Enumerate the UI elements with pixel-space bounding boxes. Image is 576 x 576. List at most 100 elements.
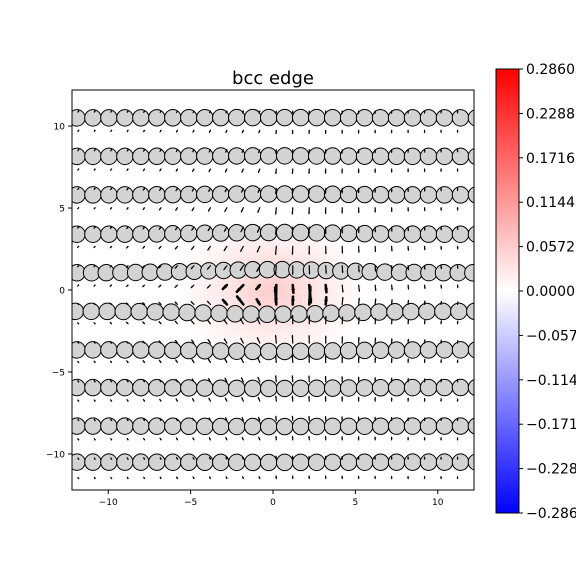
displacement-arrowhead [93,322,96,325]
atom [100,453,118,471]
displacement-arrowhead [390,437,393,440]
displacement-arrowhead [390,111,393,114]
atom [323,379,342,397]
displacement-arrowhead [275,475,278,478]
displacement-arrowhead [440,457,443,459]
displacement-arrowhead [440,189,443,191]
displacement-arrowhead [77,380,80,383]
displacement-arrowhead [324,416,327,419]
atom [178,303,196,322]
displacement-arrowhead [94,458,97,461]
displacement-arrowhead [324,436,327,439]
atom [72,225,86,243]
atom [403,417,422,435]
displacement-arrowhead [142,321,145,324]
displacement-arrowhead [456,360,459,362]
displacement-arrowhead [407,267,410,270]
displacement-arrowhead [374,299,377,301]
displacement-arrowhead [291,335,294,338]
displacement-arrowhead [374,377,377,380]
displacement-arrowhead [423,437,426,440]
displacement-arrowhead [143,360,145,363]
displacement-arrowhead [374,269,377,272]
atom [180,147,198,165]
displacement-arrowhead [225,110,228,113]
atom [164,453,182,471]
atom [244,108,262,127]
displacement-arrowhead [257,377,260,380]
displacement-arrowhead [440,320,443,323]
atom [291,185,310,203]
displacement-arrowhead [357,317,360,320]
displacement-arrowhead [191,301,194,304]
displacement-arrowhead [423,339,426,342]
displacement-arrowhead [341,416,344,419]
displacement-arrowhead [374,288,377,291]
displacement-arrowhead [423,189,426,192]
displacement-arrowhead [209,110,212,113]
displacement-arrowhead [242,110,245,113]
displacement-arrowhead [159,399,162,402]
atom [355,341,374,360]
displacement-arrowhead [241,209,243,212]
atom [346,262,365,281]
displacement-arrowhead [207,267,210,270]
displacement-arrowhead [390,397,393,400]
displacement-arrowhead [358,289,361,292]
displacement-arrowhead [142,246,145,249]
atom [275,342,294,361]
displacement-arrowhead [256,299,261,304]
displacement-arrowhead [456,418,459,421]
atom [339,147,358,165]
atom [148,417,166,435]
displacement-arrowhead [209,130,212,133]
atom [387,341,406,359]
atom [464,264,474,282]
displacement-arrowhead [127,438,129,441]
atom [435,147,454,166]
displacement-arrowhead [175,285,177,288]
atom [467,225,474,243]
atom [435,378,454,397]
atom [307,147,326,165]
colorbar-tick-label: 0.0572 [526,240,575,256]
displacement-arrowhead [308,436,311,439]
atom [258,305,276,324]
atom [387,109,406,127]
displacement-arrowhead [341,290,344,293]
displacement-arrowhead [390,358,393,361]
atom [291,342,310,361]
displacement-arrowhead [257,230,260,233]
displacement-arrowhead [291,476,294,478]
atom [387,147,406,166]
displacement-arrowhead [159,188,162,191]
displacement-arrowhead [407,209,410,212]
displacement-arrowhead [324,151,327,154]
displacement-arrowhead [275,131,278,134]
displacement-arrowhead [158,302,161,305]
displacement-arrowhead [274,375,277,378]
displacement-arrowhead [77,245,80,248]
displacement-arrowhead [193,476,195,479]
displacement-arrowhead [275,456,278,459]
atom [387,417,406,435]
displacement-arrowhead [456,398,459,401]
displacement-arrowhead [192,208,194,211]
displacement-arrowhead [456,111,459,113]
displacement-arrowhead [143,380,146,382]
atom [244,261,262,279]
displacement-arrowhead [390,417,393,420]
atom [162,303,180,321]
displacement-arrowhead [240,318,243,321]
atom [307,379,326,398]
displacement-arrowhead [126,380,129,383]
atom [435,453,454,471]
displacement-arrowhead [324,297,328,302]
displacement-arrowhead [440,340,443,343]
displacement-arrowhead [242,437,244,440]
atom [434,263,453,282]
atom [72,341,86,359]
displacement-arrowhead [423,286,426,289]
displacement-arrowhead [374,318,377,321]
displacement-arrowhead [291,355,294,358]
